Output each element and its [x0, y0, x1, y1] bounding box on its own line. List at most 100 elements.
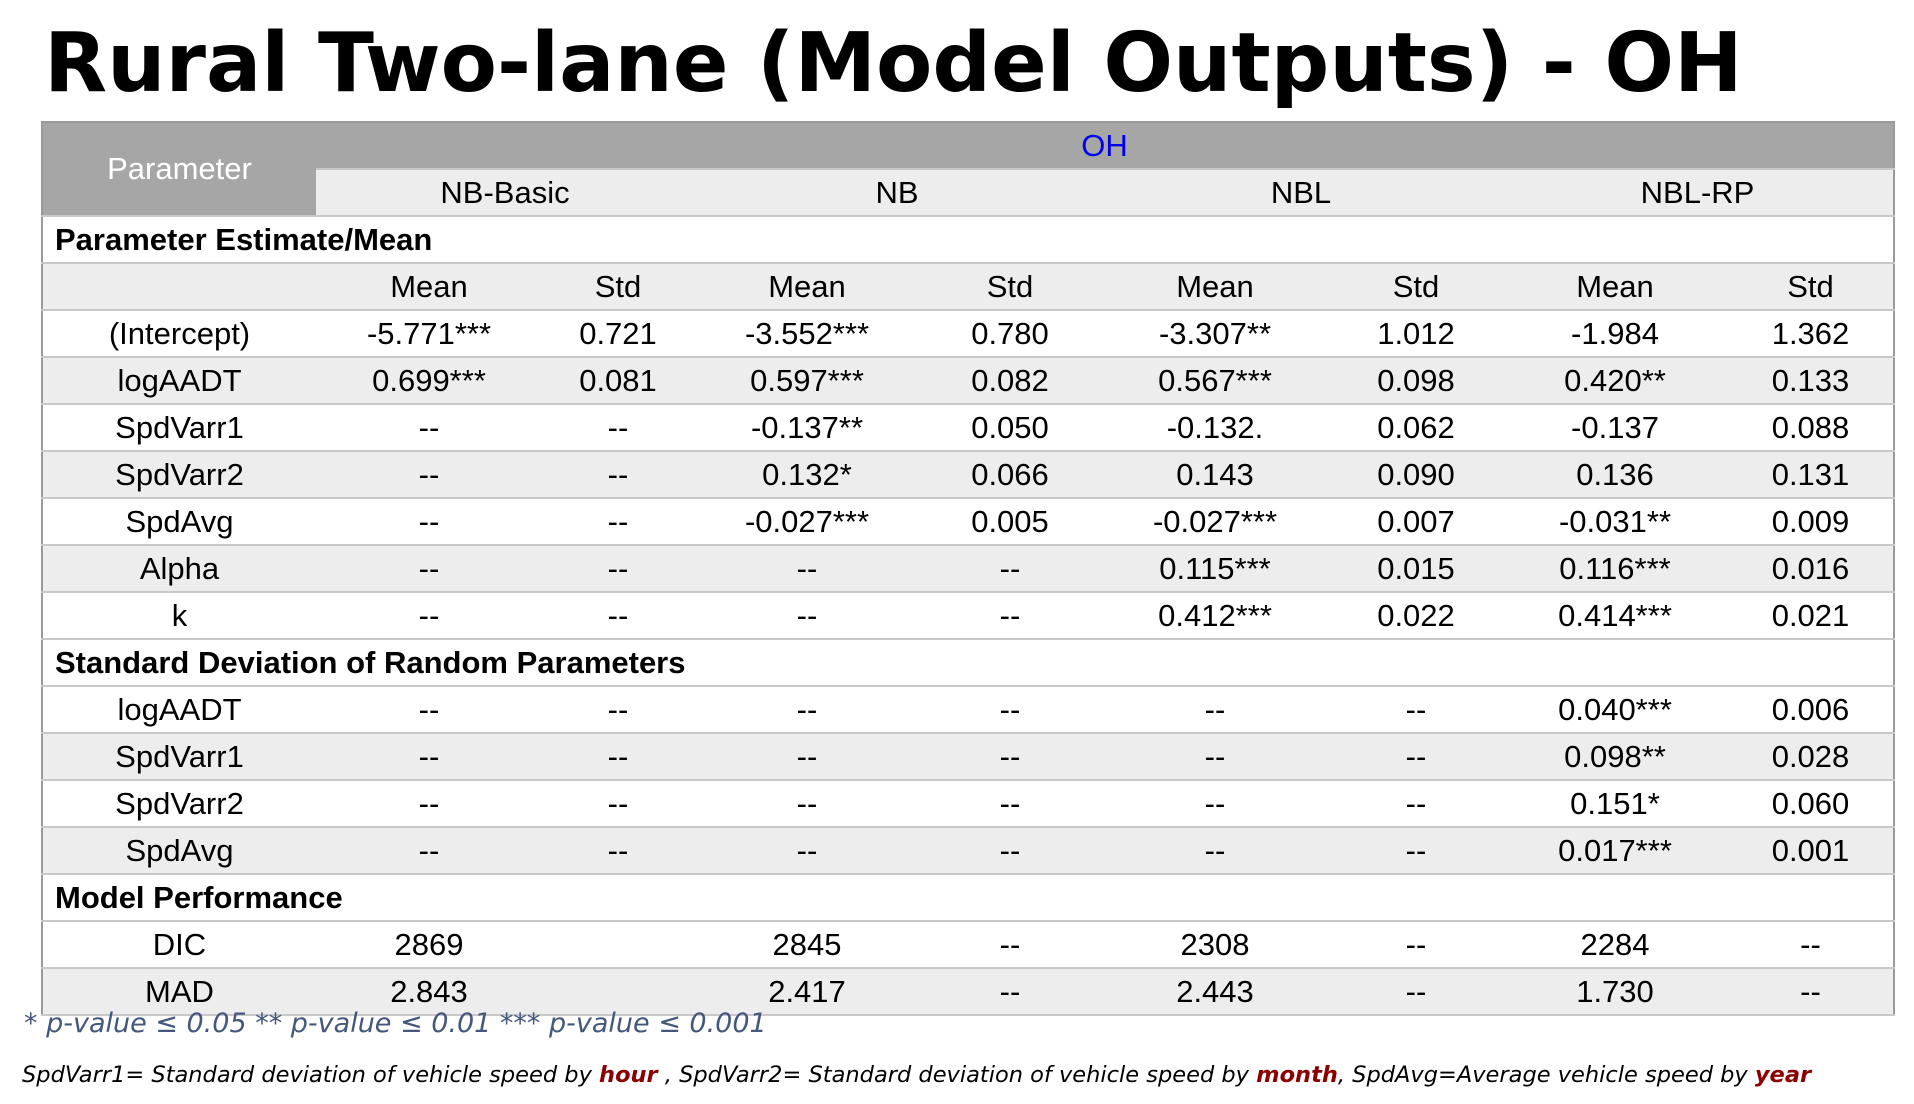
- value-cell: --: [920, 968, 1100, 1016]
- value-cell: [542, 968, 694, 1016]
- value-cell: 0.021: [1728, 592, 1894, 640]
- value-cell: --: [694, 733, 920, 781]
- value-cell: 0.001: [1728, 827, 1894, 875]
- row-label: logAADT: [42, 686, 316, 734]
- row-label: SpdAvg: [42, 498, 316, 546]
- value-cell: --: [920, 921, 1100, 969]
- value-cell: 0.098**: [1502, 733, 1728, 781]
- value-cell: 0.090: [1330, 451, 1502, 499]
- row-label: MAD: [42, 968, 316, 1016]
- state-header: OH: [316, 122, 1894, 170]
- row-label: SpdVarr2: [42, 780, 316, 828]
- value-cell: 0.082: [920, 357, 1100, 405]
- value-cell: 0.009: [1728, 498, 1894, 546]
- value-cell: 2284: [1502, 921, 1728, 969]
- value-cell: --: [920, 780, 1100, 828]
- value-cell: 0.017***: [1502, 827, 1728, 875]
- value-cell: 0.143: [1100, 451, 1330, 499]
- model-header-nbl: NBL: [1100, 169, 1502, 217]
- model-header-row: NB-Basic NB NBL NBL-RP: [42, 169, 1894, 217]
- row-label: (Intercept): [42, 310, 316, 358]
- subheader-cell: Mean: [1100, 263, 1330, 311]
- row-label: Alpha: [42, 545, 316, 593]
- definition-text: SpdVarr1= Standard deviation of vehicle …: [22, 1062, 600, 1088]
- section-label: Parameter Estimate/Mean: [42, 216, 1894, 264]
- definition-text: , SpdVarr2= Standard deviation of vehicl…: [657, 1062, 1257, 1088]
- value-cell: 1.362: [1728, 310, 1894, 358]
- value-cell: 0.115***: [1100, 545, 1330, 593]
- subheader-cell: Std: [1728, 263, 1894, 311]
- model-output-table: Parameter OH NB-Basic NB NBL NBL-RP Para…: [41, 121, 1895, 1016]
- significance-footnote: * p-value ≤ 0.05 ** p-value ≤ 0.01 *** p…: [24, 1008, 767, 1039]
- value-cell: --: [1100, 733, 1330, 781]
- value-cell: 0.005: [920, 498, 1100, 546]
- value-cell: 0.022: [1330, 592, 1502, 640]
- subheader-cell: Mean: [694, 263, 920, 311]
- section-label: Model Performance: [42, 874, 1894, 922]
- value-cell: --: [316, 498, 542, 546]
- subheader-cell: Mean: [316, 263, 542, 311]
- value-cell: -5.771***: [316, 310, 542, 358]
- value-cell: 0.133: [1728, 357, 1894, 405]
- value-cell: --: [1330, 921, 1502, 969]
- subheader-row: Mean Std Mean Std Mean Std Mean Std: [42, 263, 1894, 311]
- row-label: logAADT: [42, 357, 316, 405]
- row-label: DIC: [42, 921, 316, 969]
- value-cell: -0.132.: [1100, 404, 1330, 452]
- definitions-footnote: SpdVarr1= Standard deviation of vehicle …: [22, 1062, 1811, 1088]
- value-cell: --: [542, 686, 694, 734]
- value-cell: --: [1330, 827, 1502, 875]
- value-cell: -0.137: [1502, 404, 1728, 452]
- table-row: SpdAvg -- -- -- -- -- -- 0.017*** 0.001: [42, 827, 1894, 875]
- value-cell: 0.066: [920, 451, 1100, 499]
- value-cell: 0.721: [542, 310, 694, 358]
- value-cell: --: [542, 545, 694, 593]
- value-cell: 0.028: [1728, 733, 1894, 781]
- value-cell: -1.984: [1502, 310, 1728, 358]
- value-cell: -0.031**: [1502, 498, 1728, 546]
- value-cell: --: [694, 780, 920, 828]
- value-cell: 0.088: [1728, 404, 1894, 452]
- value-cell: --: [316, 451, 542, 499]
- table-row: SpdVarr2 -- -- 0.132* 0.066 0.143 0.090 0.136 0.…: [42, 451, 1894, 499]
- value-cell: 0.081: [542, 357, 694, 405]
- definition-highlight-hour: hour: [599, 1062, 658, 1088]
- value-cell: 0.006: [1728, 686, 1894, 734]
- value-cell: 0.016: [1728, 545, 1894, 593]
- row-label: SpdAvg: [42, 827, 316, 875]
- table-row: SpdVarr1 -- -- -- -- -- -- 0.098** 0.028: [42, 733, 1894, 781]
- value-cell: 0.414***: [1502, 592, 1728, 640]
- value-cell: 0.131: [1728, 451, 1894, 499]
- table-row: logAADT -- -- -- -- -- -- 0.040*** 0.006: [42, 686, 1894, 734]
- value-cell: --: [1330, 686, 1502, 734]
- value-cell: --: [542, 733, 694, 781]
- value-cell: --: [542, 498, 694, 546]
- section-row-random: Standard Deviation of Random Parameters: [42, 639, 1894, 687]
- definition-highlight-year: year: [1754, 1062, 1812, 1088]
- table-row: k -- -- -- -- 0.412*** 0.022 0.414*** 0.021: [42, 592, 1894, 640]
- value-cell: --: [1728, 921, 1894, 969]
- value-cell: 0.412***: [1100, 592, 1330, 640]
- value-cell: --: [542, 592, 694, 640]
- value-cell: --: [1330, 733, 1502, 781]
- value-cell: -0.027***: [694, 498, 920, 546]
- value-cell: 0.062: [1330, 404, 1502, 452]
- table-row: Alpha -- -- -- -- 0.115*** 0.015 0.116*** 0.016: [42, 545, 1894, 593]
- value-cell: --: [920, 545, 1100, 593]
- value-cell: 2.443: [1100, 968, 1330, 1016]
- value-cell: --: [542, 451, 694, 499]
- value-cell: 0.132*: [694, 451, 920, 499]
- value-cell: --: [920, 686, 1100, 734]
- value-cell: -0.027***: [1100, 498, 1330, 546]
- value-cell: --: [1100, 827, 1330, 875]
- value-cell: --: [694, 827, 920, 875]
- value-cell: 0.567***: [1100, 357, 1330, 405]
- row-label: k: [42, 592, 316, 640]
- value-cell: --: [694, 592, 920, 640]
- table-row: MAD 2.843 2.417 -- 2.443 -- 1.730 --: [42, 968, 1894, 1016]
- value-cell: 1.730: [1502, 968, 1728, 1016]
- value-cell: 0.007: [1330, 498, 1502, 546]
- value-cell: 2845: [694, 921, 920, 969]
- subheader-cell: Mean: [1502, 263, 1728, 311]
- value-cell: --: [694, 686, 920, 734]
